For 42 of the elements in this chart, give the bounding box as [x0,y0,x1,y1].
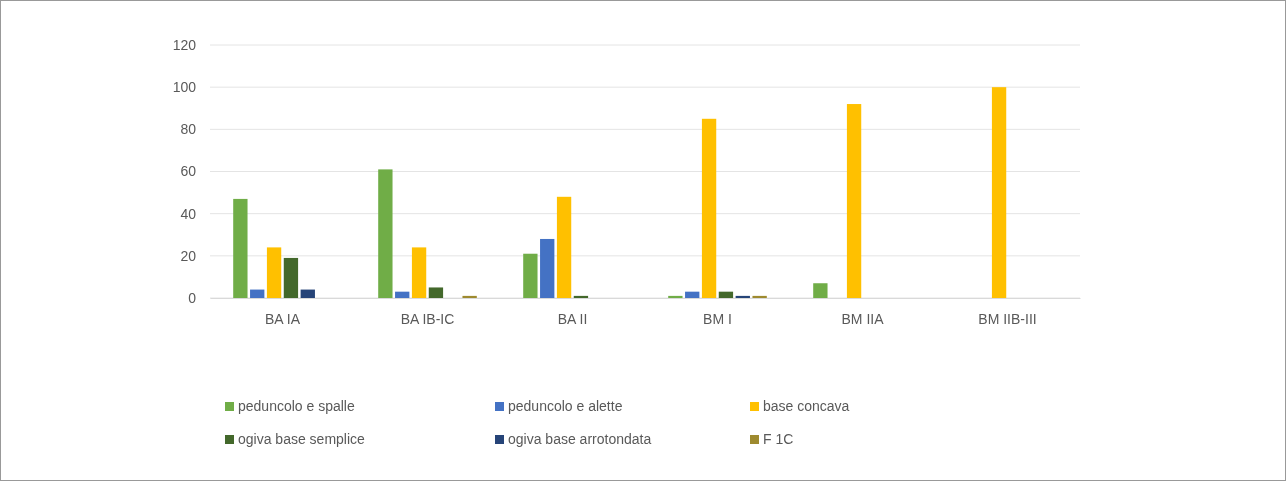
bar [395,291,410,298]
bar [701,118,717,298]
bar [411,247,427,298]
y-tick-label: 40 [180,205,197,222]
bar [718,291,734,298]
legend-label: base concava [763,398,850,414]
bar [846,104,862,298]
legend-label: peduncolo e alette [508,398,623,414]
bar [378,169,393,298]
legend-label: ogiva base arrotondata [508,431,652,447]
bar [300,289,315,298]
bar [250,289,265,298]
y-tick-label: 120 [172,36,197,53]
x-tick-label: BA IB-IC [400,310,455,327]
y-tick-label: 0 [188,289,197,306]
bar [573,295,589,298]
y-tick-label: 20 [180,247,197,264]
bar [540,238,555,298]
bar [462,295,477,298]
bar [685,291,700,298]
bar [233,198,248,298]
x-tick-label: BM IIA [841,310,885,327]
x-tick-label: BM I [703,310,732,327]
x-tick-label: BM IIB-III [978,310,1037,327]
legend-label: peduncolo e spalle [238,398,355,414]
y-tick-label: 60 [180,163,197,180]
x-tick-label: BA IA [264,310,301,327]
y-tick-label: 100 [172,79,197,96]
bar [752,295,767,298]
bar [556,196,572,298]
legend-label: F 1C [763,431,794,447]
bar [523,253,538,298]
bar [735,295,750,298]
y-tick-label: 80 [180,121,197,138]
bar [668,295,683,298]
bar [266,247,282,298]
x-tick-label: BA II [557,310,588,327]
bar [991,87,1007,298]
bar [283,257,299,298]
legend-label: ogiva base semplice [238,431,366,447]
bar [428,287,444,298]
bar [813,283,828,298]
